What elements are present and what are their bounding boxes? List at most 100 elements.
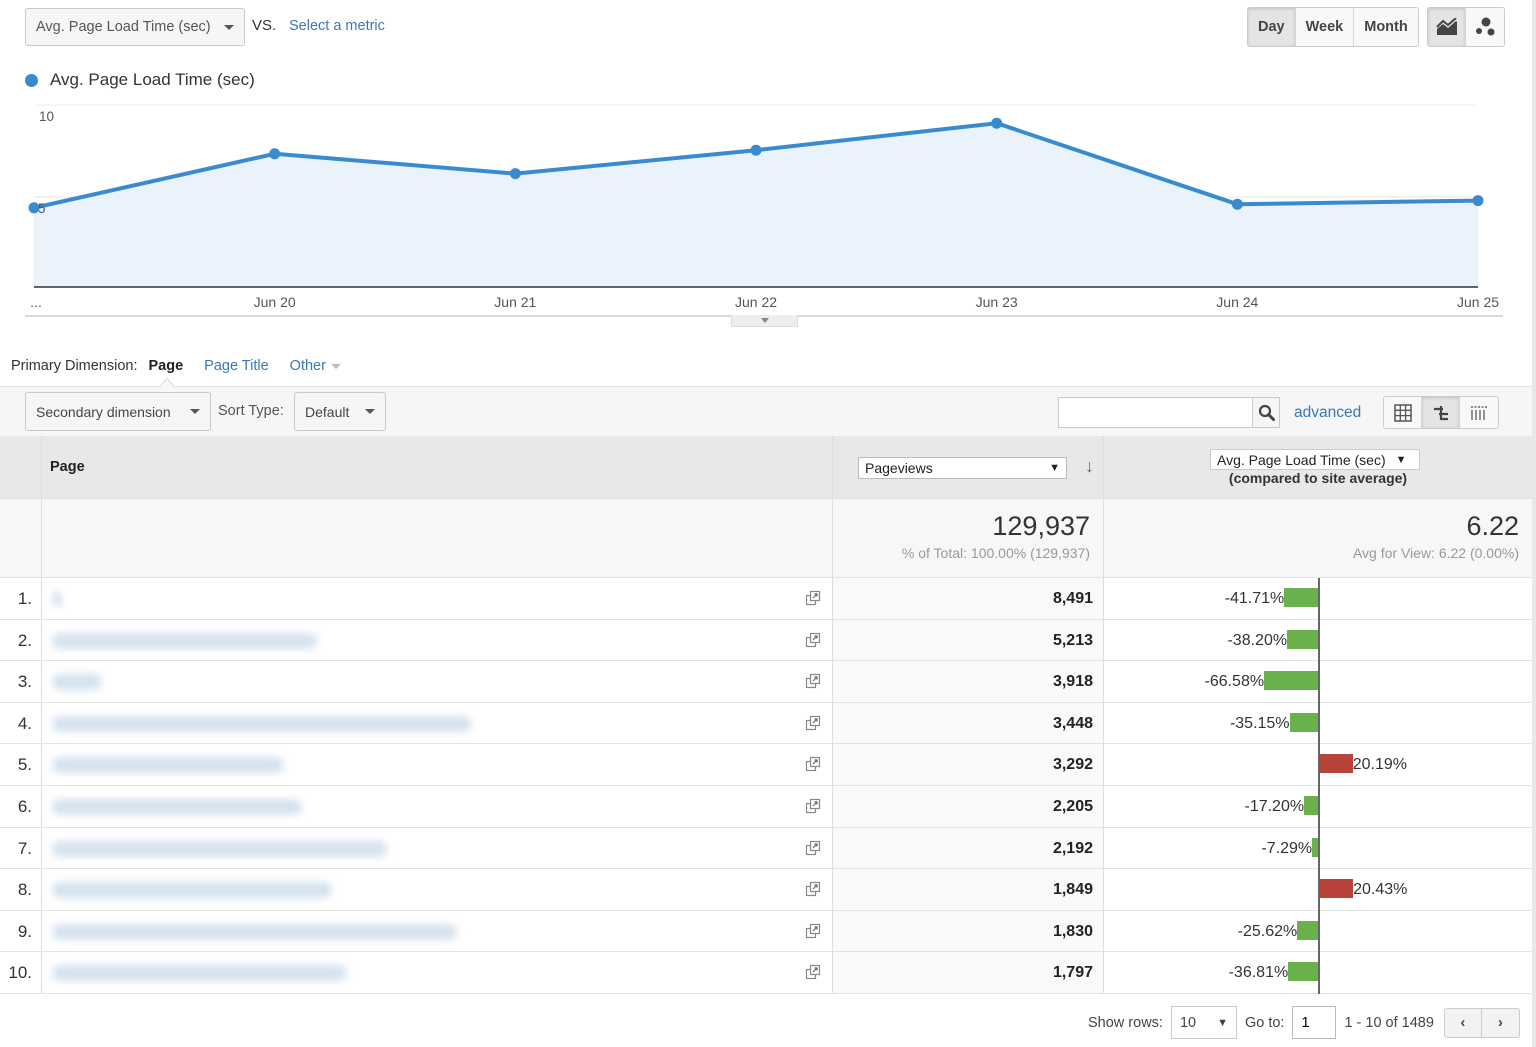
data-table-view-button[interactable] (1384, 397, 1422, 428)
data-point[interactable] (1472, 195, 1484, 207)
metric-select-label: Avg. Page Load Time (sec) (36, 19, 211, 35)
pageviews-value: 5,213 (1052, 631, 1093, 649)
next-page-button[interactable]: › (1481, 1008, 1519, 1037)
comparison-percent: -17.20% (1244, 798, 1305, 815)
comparison-percent: -7.29% (1261, 839, 1313, 857)
avg-load-time: 6.22 (1466, 511, 1519, 541)
pivot-view-button[interactable] (1460, 397, 1498, 428)
line-chart-button[interactable] (1428, 8, 1466, 46)
page-cell[interactable] (42, 702, 833, 744)
page-cell[interactable] (42, 744, 833, 785)
x-tick-label: ... (30, 294, 42, 310)
previous-page-button[interactable]: ‹ (1444, 1008, 1482, 1037)
secondary-dimension-select[interactable]: Secondary dimension (25, 392, 211, 431)
comparison-bar (1287, 629, 1318, 649)
redacted-page-path[interactable] (52, 799, 302, 815)
chevron-down-icon (365, 409, 375, 414)
primary-dimension-label: Primary Dimension: (11, 358, 138, 374)
pager: ‹ › (1443, 1007, 1520, 1038)
data-point[interactable] (1231, 198, 1243, 210)
range-text: 1 - 10 of 1489 (1344, 1014, 1434, 1031)
page-cell[interactable] (42, 786, 833, 827)
goto-page-input[interactable] (1292, 1006, 1337, 1039)
row-index: 7. (17, 838, 32, 858)
open-external-icon[interactable] (805, 673, 821, 689)
page-cell[interactable] (42, 578, 833, 619)
open-external-icon[interactable] (805, 840, 821, 856)
metric-select[interactable]: Avg. Page Load Time (sec) (25, 8, 245, 46)
scrollbar-track[interactable] (1532, 0, 1536, 1047)
pagination-footer: Show rows: 10 ▼ Go to: 1 - 10 of 1489 ‹ … (1088, 1006, 1520, 1039)
pageviews-metric-select[interactable]: Pageviews ▼ (858, 457, 1067, 479)
show-rows-select[interactable]: 10 ▼ (1170, 1006, 1237, 1039)
redacted-page-path[interactable] (52, 674, 102, 691)
data-point[interactable] (269, 148, 281, 160)
select-metric-link[interactable]: Select a metric (289, 18, 385, 34)
sort-type-select[interactable]: Default (294, 392, 386, 431)
sort-descending-icon[interactable]: ↓ (1085, 456, 1094, 476)
redacted-page-path[interactable] (52, 715, 472, 732)
data-point[interactable] (991, 117, 1003, 129)
open-external-icon[interactable] (805, 715, 821, 731)
data-point[interactable] (28, 202, 40, 214)
dimension-other[interactable]: Other (290, 358, 341, 374)
pageviews-value: 3,448 (1052, 714, 1093, 732)
open-external-icon[interactable] (805, 881, 821, 897)
pageviews-value: 8,491 (1052, 590, 1093, 607)
redacted-page-path[interactable] (52, 591, 62, 607)
redacted-page-path[interactable] (52, 757, 284, 774)
dimension-page[interactable]: Page (148, 358, 184, 374)
comparison-bar (1320, 754, 1353, 774)
page-cell[interactable] (42, 910, 833, 952)
chart-type-toggle (1427, 7, 1505, 47)
dimension-other-label: Other (289, 358, 326, 374)
pageviews-value: 1,830 (1052, 922, 1093, 940)
y-tick-label: 10 (39, 109, 54, 124)
comparison-percent: -38.20% (1227, 631, 1288, 649)
redacted-page-path[interactable] (52, 632, 317, 649)
chevron-down-icon (190, 409, 200, 414)
data-point[interactable] (509, 168, 521, 180)
row-index: 8. (17, 880, 32, 900)
data-table-icon (1393, 403, 1412, 422)
comparison-bar (1288, 962, 1318, 982)
open-external-icon[interactable] (805, 964, 821, 980)
column-header-page[interactable]: Page (50, 459, 85, 475)
table-row: 2. 5,213 -38.20% (0, 619, 1532, 662)
chevron-right-icon: › (1498, 1014, 1503, 1031)
table-search (1058, 397, 1280, 428)
load-time-metric-select[interactable]: Avg. Page Load Time (sec) ▼ (1210, 449, 1420, 470)
pageviews-value: 2,192 (1052, 839, 1093, 857)
page-cell[interactable] (42, 661, 833, 702)
page-cell[interactable] (42, 619, 833, 661)
open-external-icon[interactable] (805, 590, 821, 606)
open-external-icon[interactable] (805, 756, 821, 772)
row-index: 4. (17, 713, 32, 733)
period-month-button[interactable]: Month (1354, 8, 1418, 46)
x-tick-label: Jun 24 (1216, 294, 1259, 310)
comparison-view-button[interactable] (1422, 397, 1460, 428)
data-point[interactable] (750, 144, 762, 156)
show-rows-value: 10 (1179, 1014, 1197, 1031)
redacted-page-path[interactable] (52, 840, 387, 857)
redacted-page-path[interactable] (52, 965, 347, 982)
open-external-icon[interactable] (805, 923, 821, 939)
chart-collapse-handle[interactable] (731, 315, 798, 327)
redacted-page-path[interactable] (52, 923, 457, 940)
open-external-icon[interactable] (805, 798, 821, 814)
motion-chart-button[interactable] (1466, 8, 1504, 46)
dimension-page-title[interactable]: Page Title (204, 358, 269, 374)
chart-points (28, 117, 1484, 214)
page-cell[interactable] (42, 869, 833, 910)
redacted-page-path[interactable] (52, 882, 332, 899)
period-week-button[interactable]: Week (1295, 8, 1355, 46)
open-external-icon[interactable] (805, 632, 821, 648)
period-day-button[interactable]: Day (1248, 8, 1296, 46)
page-cell[interactable] (42, 952, 833, 993)
search-input[interactable] (1059, 398, 1252, 427)
advanced-filter-link[interactable]: advanced (1294, 404, 1362, 421)
search-button[interactable] (1252, 398, 1279, 427)
page-cell[interactable] (42, 827, 833, 869)
pageviews-value: 3,292 (1052, 756, 1093, 774)
comparison-percent: -35.15% (1229, 714, 1290, 732)
